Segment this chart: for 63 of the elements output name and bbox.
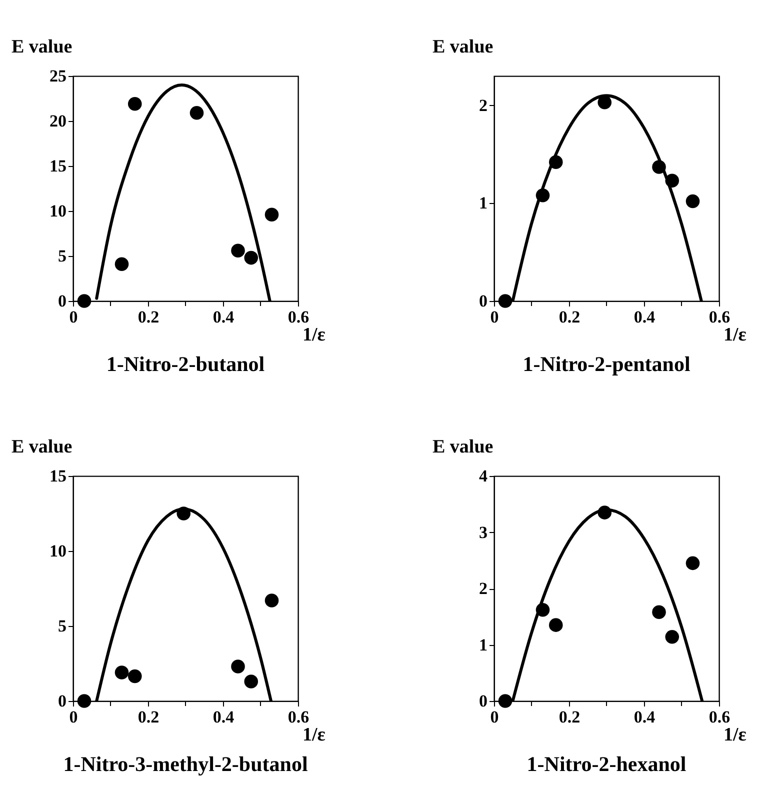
x-axis-title: 1/ε: [302, 724, 326, 746]
text: 1-Nitro-2-hexanol: [526, 752, 686, 776]
point: [686, 194, 700, 208]
x-tick-label: 0.6: [708, 708, 730, 726]
x-tick-label: 0.6: [288, 708, 310, 726]
point: [231, 660, 245, 674]
point: [548, 618, 563, 632]
y-tick-label: 20: [50, 112, 66, 130]
text: 1-Nitro-3-methyl-2-butanol: [63, 752, 308, 776]
x-tick-label: 0.4: [212, 308, 235, 326]
y-tick-label: 2: [479, 96, 488, 115]
y-tick-label: 2: [479, 579, 488, 598]
y-tick-label: 25: [50, 66, 66, 86]
y-tick-label: 5: [58, 246, 66, 266]
x-axis-title: 1/ε: [724, 324, 746, 346]
text: 1-Nitro-2-pentanol: [522, 352, 690, 376]
y-tick-label: 5: [58, 616, 66, 636]
x-tick-label: 0.2: [138, 708, 160, 726]
x-tick-label: 0.2: [138, 308, 160, 326]
y-tick-label: 0: [58, 292, 66, 310]
point: [128, 669, 142, 684]
point: [264, 594, 279, 608]
y-axis-title: E value: [12, 436, 72, 458]
point: [498, 694, 512, 708]
y-tick-label: 0: [58, 692, 66, 710]
y-tick-label: 1: [479, 635, 488, 654]
point: [77, 694, 92, 708]
x-tick-label: 0.4: [212, 708, 235, 726]
x-tick-label: 0.2: [558, 708, 580, 726]
x-axis-title: 1/ε: [724, 724, 746, 746]
y-tick-label: 15: [50, 466, 66, 486]
y-tick-label: 4: [479, 466, 488, 486]
y-tick-label: 10: [50, 542, 66, 560]
y-axis-title: E value: [12, 36, 72, 58]
point: [498, 294, 512, 308]
y-tick-label: 3: [479, 522, 488, 542]
point: [77, 294, 92, 308]
y-tick-label: 15: [50, 156, 66, 176]
y-axis-title: E value: [432, 36, 494, 58]
x-tick-label: 0.2: [558, 308, 580, 326]
point: [686, 556, 700, 570]
point: [652, 605, 666, 620]
point: [114, 666, 129, 680]
text: 1-Nitro-2-butanol: [106, 352, 265, 376]
point: [190, 106, 204, 120]
x-tick-label: 0.4: [634, 708, 656, 726]
y-tick-label: 10: [50, 202, 66, 220]
point: [264, 208, 279, 222]
y-axis-title: E value: [432, 436, 494, 458]
point: [128, 97, 142, 111]
point: [231, 244, 245, 258]
x-tick-label: 0.4: [634, 308, 656, 326]
x-tick-label: 0.6: [288, 308, 310, 326]
y-tick-label: 0: [479, 292, 488, 310]
point: [244, 674, 258, 688]
x-axis-title: 1/ε: [302, 324, 326, 346]
point: [114, 257, 129, 271]
point: [244, 250, 258, 265]
x-tick-label: 0.6: [708, 308, 730, 326]
point: [598, 96, 612, 110]
y-tick-label: 0: [479, 692, 488, 710]
y-tick-label: 1: [479, 194, 488, 213]
point: [665, 630, 680, 644]
